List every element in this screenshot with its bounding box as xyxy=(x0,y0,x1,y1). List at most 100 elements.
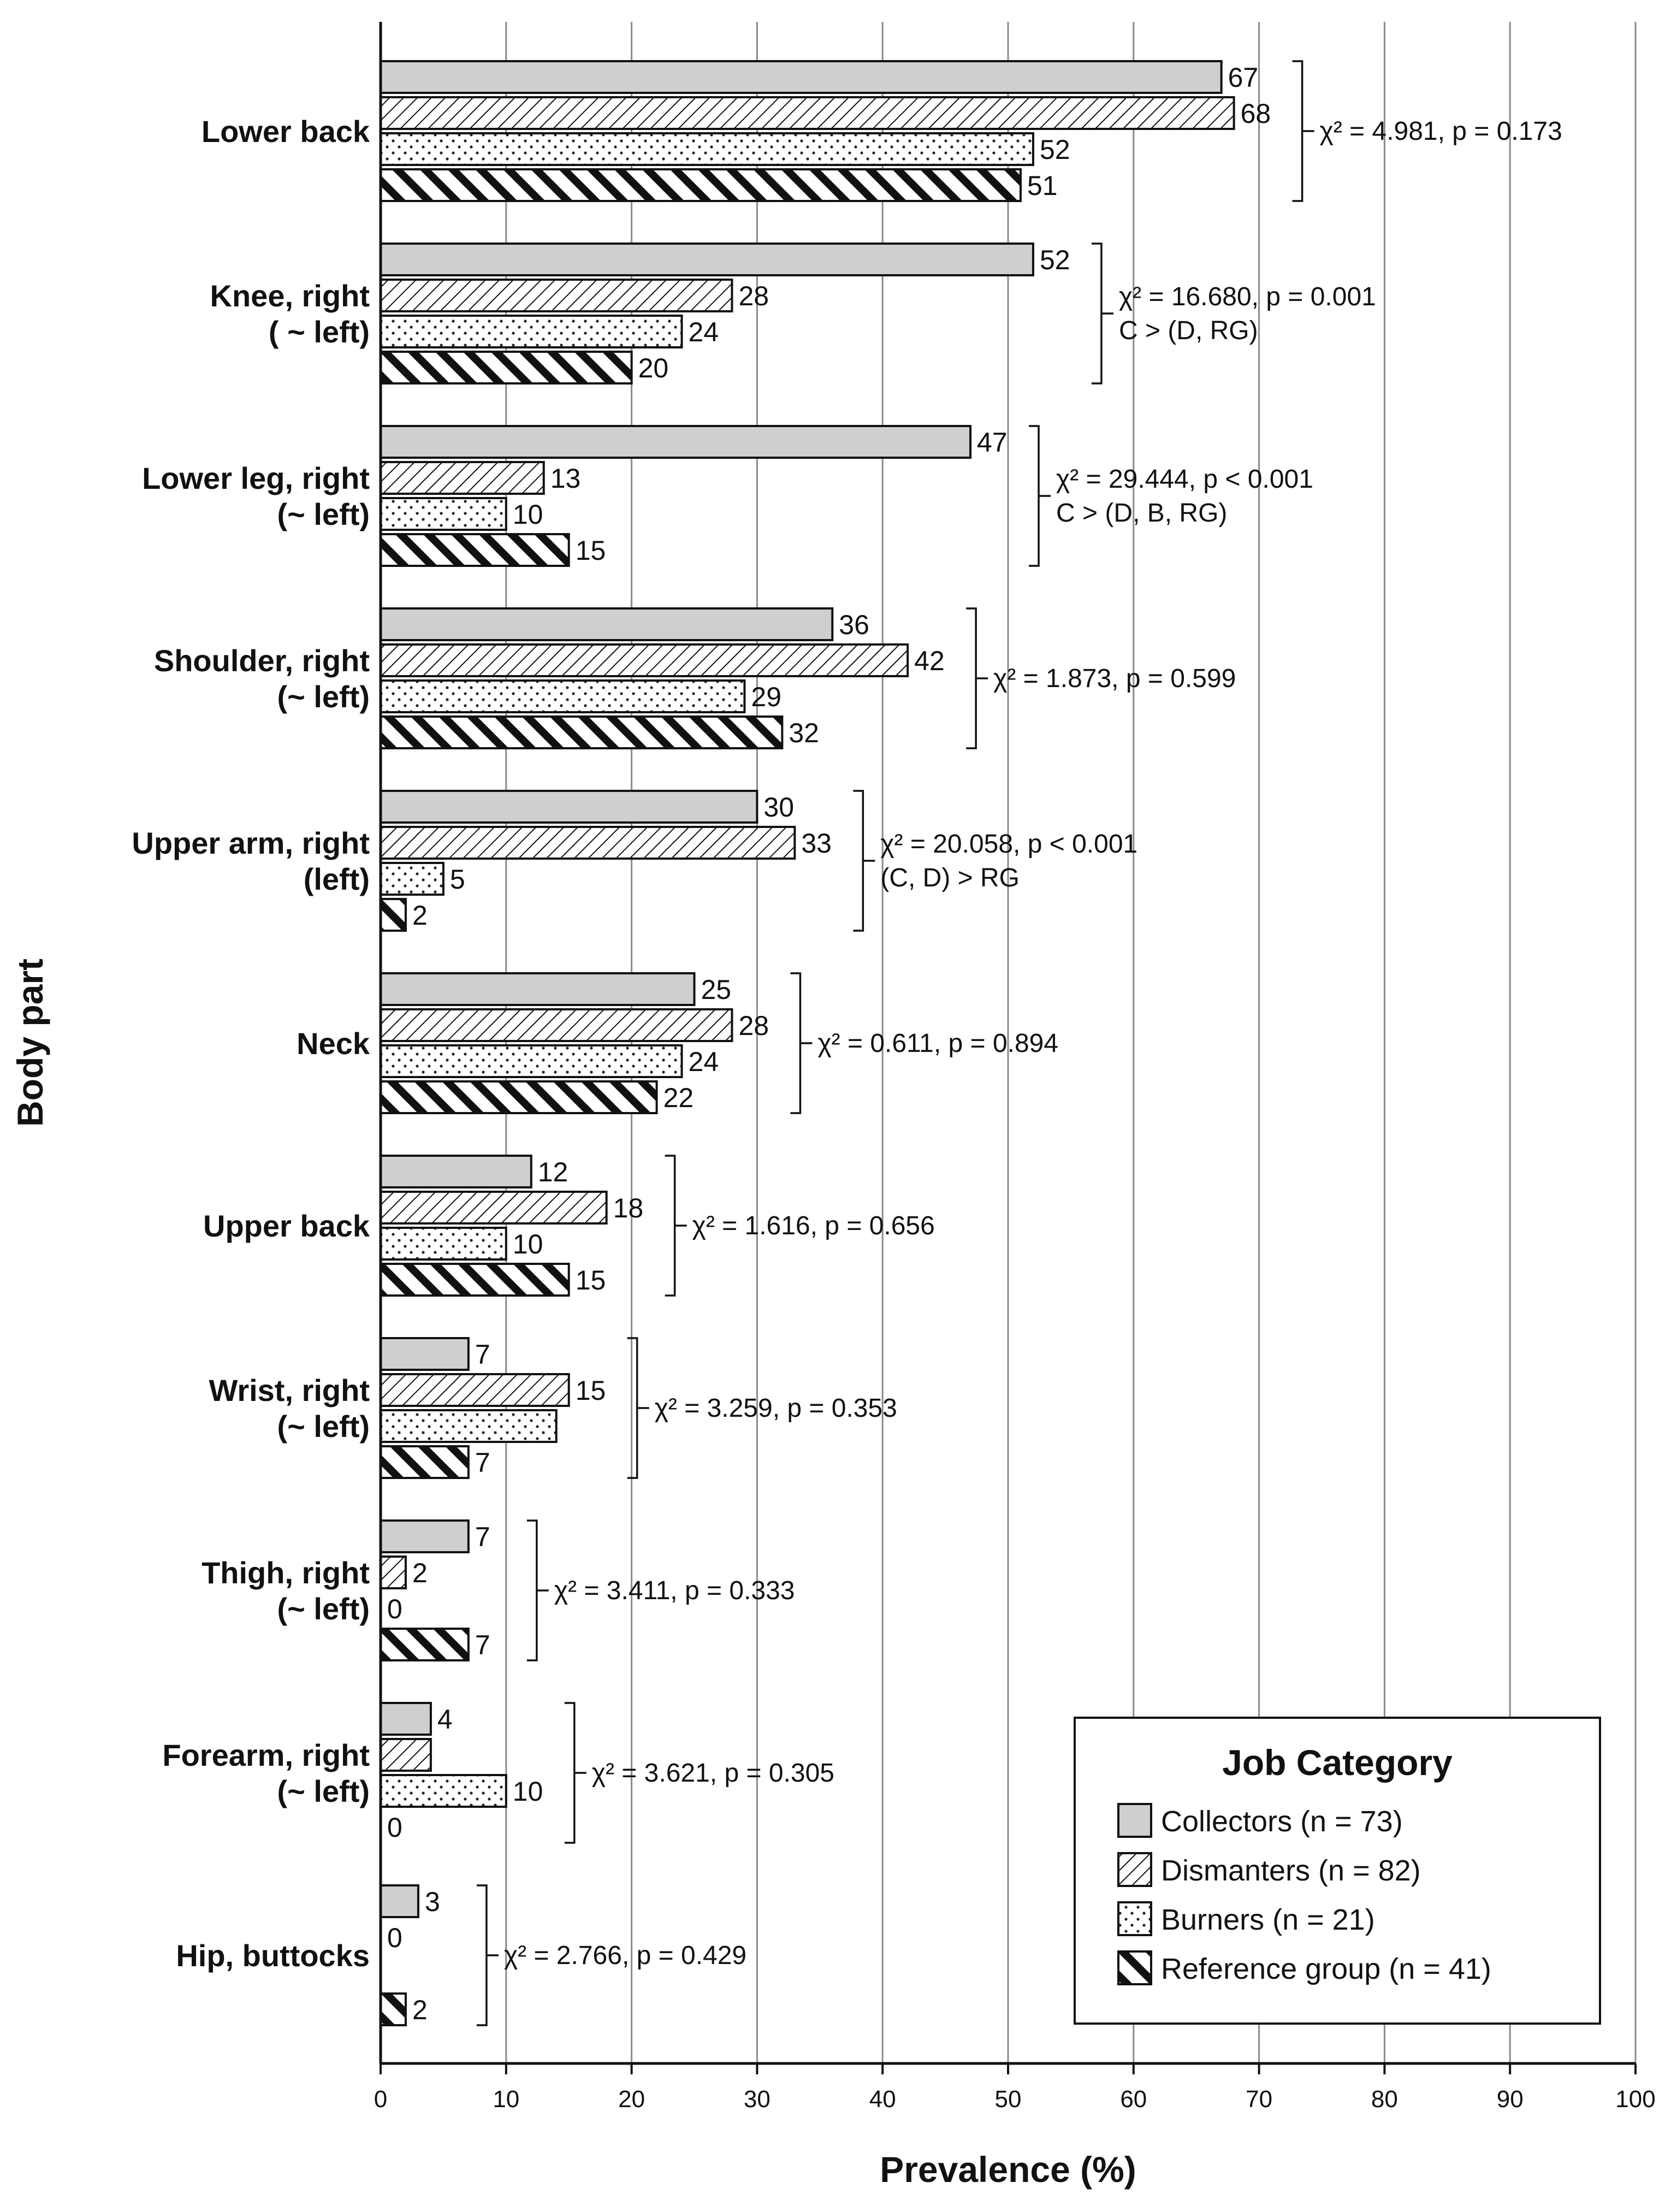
bracket-8 xyxy=(627,1337,649,1479)
bar-4-3 xyxy=(380,679,746,713)
bar-7-2 xyxy=(380,1191,608,1225)
value-label-5-3: 5 xyxy=(450,864,465,895)
bar-7-4 xyxy=(380,1263,570,1297)
annotation-11-1: χ² = 2.766, p = 0.429 xyxy=(504,1941,746,1970)
bar-1-3 xyxy=(380,132,1034,166)
x-tick-label-30: 30 xyxy=(744,2086,771,2113)
bar-8-4 xyxy=(380,1445,470,1479)
category-label-1-1: Lower back xyxy=(202,114,370,149)
value-label-7-3: 10 xyxy=(513,1229,543,1259)
legend-label-3: Burners (n = 21) xyxy=(1161,1903,1375,1936)
bar-3-1 xyxy=(380,425,972,459)
category-label-2-2: ( ~ left) xyxy=(269,315,370,349)
bar-9-1 xyxy=(380,1519,470,1553)
category-label-9-2: (~ left) xyxy=(277,1592,370,1626)
annotation-8-1: χ² = 3.259, p = 0.353 xyxy=(655,1394,897,1423)
bracket-9 xyxy=(526,1519,549,1661)
category-label-8-2: (~ left) xyxy=(277,1409,370,1444)
annotation-3-2: C > (D, B, RG) xyxy=(1056,499,1227,528)
value-label-11-4: 2 xyxy=(412,1995,428,2025)
value-label-6-3: 24 xyxy=(689,1046,719,1077)
value-label-6-1: 25 xyxy=(701,974,732,1005)
bar-5-4 xyxy=(380,898,407,932)
bar-3-2 xyxy=(380,461,545,495)
value-label-9-2: 2 xyxy=(412,1558,428,1588)
bracket-4 xyxy=(966,607,988,749)
bracket-11 xyxy=(476,1884,499,2026)
value-label-4-3: 29 xyxy=(751,682,781,712)
value-label-1-1: 67 xyxy=(1228,62,1259,93)
x-tick-label-40: 40 xyxy=(869,2086,896,2113)
legend-swatch-2 xyxy=(1117,1852,1152,1887)
bar-4-1 xyxy=(380,607,834,641)
bar-9-2 xyxy=(380,1556,407,1589)
annotation-2-2: C > (D, RG) xyxy=(1119,316,1258,345)
x-tick-label-70: 70 xyxy=(1246,2086,1272,2113)
value-label-8-2: 15 xyxy=(576,1375,606,1406)
value-label-6-2: 28 xyxy=(738,1010,769,1041)
category-label-4-1: Shoulder, right xyxy=(154,643,370,678)
value-label-9-1: 7 xyxy=(475,1522,490,1552)
category-label-10-1: Forearm, right xyxy=(162,1738,370,1772)
bar-3-3 xyxy=(380,497,507,531)
value-label-3-1: 47 xyxy=(977,427,1008,458)
category-label-11-1: Hip, buttocks xyxy=(176,1938,370,1973)
value-label-1-4: 51 xyxy=(1027,170,1058,201)
legend-title: Job Category xyxy=(1222,1742,1453,1783)
x-tick-label-10: 10 xyxy=(493,2086,519,2113)
value-label-2-1: 52 xyxy=(1040,245,1070,275)
value-label-5-4: 2 xyxy=(412,900,428,931)
bar-2-2 xyxy=(380,279,733,312)
bar-2-4 xyxy=(380,351,633,385)
value-label-8-4: 7 xyxy=(475,1447,490,1478)
legend-swatch-1 xyxy=(1117,1803,1152,1838)
legend-swatch-4 xyxy=(1117,1950,1152,1985)
value-label-3-3: 10 xyxy=(513,499,543,530)
x-tick-label-90: 90 xyxy=(1497,2086,1524,2113)
annotation-1-1: χ² = 4.981, p = 0.173 xyxy=(1320,117,1562,146)
value-label-2-2: 28 xyxy=(738,281,769,311)
value-label-5-2: 33 xyxy=(801,828,832,859)
annotation-7-1: χ² = 1.616, p = 0.656 xyxy=(692,1211,935,1240)
value-label-9-3: 0 xyxy=(387,1594,402,1624)
bar-11-1 xyxy=(380,1884,419,1918)
bar-2-1 xyxy=(380,243,1034,276)
category-label-5-2: (left) xyxy=(304,862,370,896)
value-label-7-2: 18 xyxy=(613,1193,644,1223)
value-label-3-2: 13 xyxy=(550,463,581,494)
annotation-3-1: χ² = 29.444, p < 0.001 xyxy=(1056,465,1313,494)
bar-7-1 xyxy=(380,1155,532,1188)
category-label-9-1: Thigh, right xyxy=(202,1556,370,1590)
bar-5-1 xyxy=(380,790,758,824)
x-tick-label-20: 20 xyxy=(618,2086,645,2113)
x-tick-label-0: 0 xyxy=(374,2086,387,2113)
value-label-11-1: 3 xyxy=(425,1886,440,1917)
annotation-2-1: χ² = 16.680, p = 0.001 xyxy=(1119,282,1376,311)
bar-11-4 xyxy=(380,1992,407,2026)
value-label-10-4: 0 xyxy=(387,1812,402,1843)
value-label-8-1: 7 xyxy=(475,1339,490,1370)
category-label-8-1: Wrist, right xyxy=(209,1373,370,1407)
legend-label-4: Reference group (n = 41) xyxy=(1161,1953,1491,1985)
category-label-7-1: Upper back xyxy=(203,1209,370,1243)
legend-label-1: Collectors (n = 73) xyxy=(1161,1805,1403,1838)
legend-box xyxy=(1074,1717,1601,2025)
bracket-10 xyxy=(564,1702,586,1844)
category-label-3-2: (~ left) xyxy=(277,497,370,531)
category-label-10-2: (~ left) xyxy=(277,1774,370,1808)
bar-3-4 xyxy=(380,533,570,567)
bar-4-2 xyxy=(380,643,909,677)
value-label-4-1: 36 xyxy=(839,610,869,640)
bar-7-3 xyxy=(380,1227,507,1261)
bracket-1 xyxy=(1292,60,1314,202)
bar-10-2 xyxy=(380,1738,432,1772)
bar-8-2 xyxy=(380,1373,570,1407)
bar-1-1 xyxy=(380,60,1223,94)
bar-10-3 xyxy=(380,1774,507,1808)
bracket-7 xyxy=(665,1155,687,1297)
value-label-6-4: 22 xyxy=(663,1083,694,1113)
value-label-1-3: 52 xyxy=(1040,134,1070,165)
category-label-2-1: Knee, right xyxy=(210,279,370,313)
legend: Job Category Collectors (n = 73) Dismanter… xyxy=(1074,1717,1601,2025)
